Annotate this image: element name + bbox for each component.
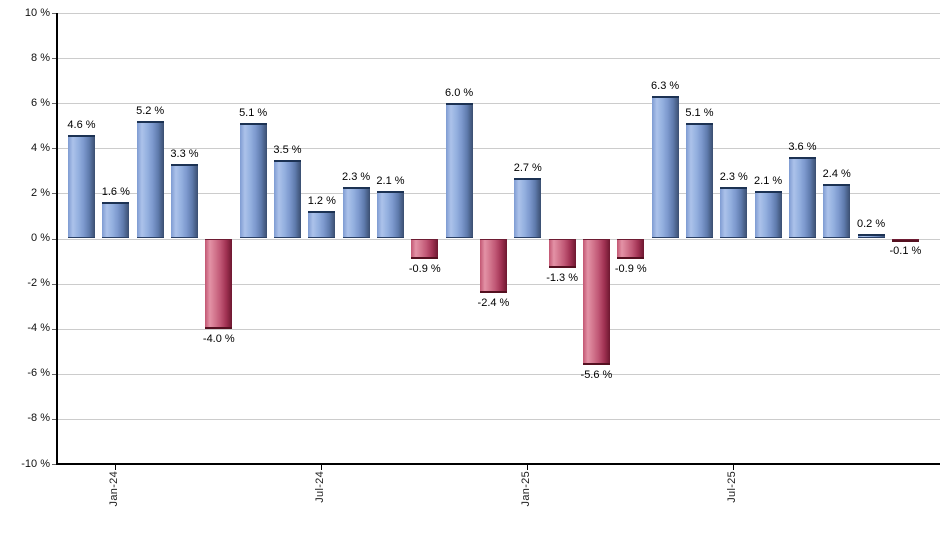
y-axis-tick — [52, 418, 56, 420]
bar — [205, 238, 233, 329]
bar — [788, 157, 816, 239]
gridline — [57, 148, 940, 150]
y-axis-label: -8 % — [27, 412, 50, 425]
x-axis-line — [56, 463, 940, 465]
bar-value-label: 2.4 % — [822, 168, 851, 181]
bar-value-label: 2.3 % — [342, 170, 371, 183]
bar — [857, 233, 885, 239]
x-axis-tick — [321, 465, 323, 470]
x-axis-label: Jan-25 — [519, 471, 532, 507]
y-axis-tick — [52, 13, 56, 14]
y-axis-tick — [52, 328, 56, 330]
bar — [170, 164, 198, 239]
y-axis-tick — [52, 238, 56, 240]
bar — [582, 238, 610, 365]
y-axis-label: 10 % — [24, 6, 50, 19]
y-axis-tick — [52, 283, 56, 285]
bar — [102, 202, 130, 239]
bar — [685, 123, 713, 239]
y-axis-label: -2 % — [27, 277, 50, 290]
y-axis-label: -6 % — [27, 367, 50, 380]
bar-value-label: -0.9 % — [614, 262, 647, 275]
gridline — [57, 58, 940, 60]
y-axis-tick — [52, 373, 56, 375]
gridline — [57, 103, 940, 105]
bar — [273, 159, 301, 239]
bar — [136, 121, 164, 239]
gridline — [57, 418, 940, 420]
bar-value-label: -4.0 % — [202, 332, 235, 345]
y-axis-tick — [52, 58, 56, 60]
x-axis-label: Jul-25 — [725, 471, 738, 503]
bar-value-label: 5.1 % — [239, 107, 268, 120]
y-axis-label: 2 % — [31, 186, 50, 199]
bar-value-label: 6.0 % — [445, 87, 474, 100]
y-axis-tick — [52, 464, 56, 465]
bar-value-label: 0.2 % — [857, 217, 886, 230]
bar — [823, 184, 851, 239]
gridline — [57, 13, 940, 14]
bar-value-label: -5.6 % — [580, 368, 613, 381]
bar — [308, 211, 336, 239]
bar — [720, 186, 748, 239]
bar-value-label: -1.3 % — [546, 271, 578, 284]
x-axis-label: Jul-24 — [313, 471, 326, 503]
x-axis-tick — [115, 465, 117, 470]
bar-value-label: 1.6 % — [101, 186, 130, 199]
bar-value-label: -0.1 % — [889, 244, 922, 257]
y-axis-label: 8 % — [31, 51, 50, 64]
y-axis-label: -10 % — [21, 457, 50, 470]
bar — [651, 96, 679, 239]
bar-value-label: 2.3 % — [719, 170, 748, 183]
x-axis-tick — [733, 465, 735, 470]
bar-value-label: 5.1 % — [685, 107, 714, 120]
bar — [239, 123, 267, 239]
y-axis-label: 0 % — [31, 232, 50, 244]
bar — [514, 177, 542, 239]
y-axis-label: 4 % — [31, 141, 50, 154]
bar-value-label: 2.7 % — [513, 161, 542, 174]
bar — [754, 191, 782, 239]
bar-value-label: 6.3 % — [651, 80, 680, 93]
bar-value-label: 2.1 % — [376, 175, 405, 188]
bar-value-label: 2.1 % — [754, 175, 783, 188]
y-axis-tick — [52, 148, 56, 150]
bar-value-label: -2.4 % — [477, 296, 510, 309]
bar-value-label: 5.2 % — [136, 105, 165, 118]
bar-value-label: 3.3 % — [170, 148, 199, 161]
bar — [376, 191, 404, 239]
bar-value-label: -0.9 % — [408, 262, 441, 275]
bar — [411, 238, 439, 259]
x-axis-label: Jan-24 — [107, 471, 120, 507]
bar-value-label: 3.6 % — [788, 141, 817, 154]
gridline — [57, 328, 940, 330]
y-axis-label: 6 % — [31, 96, 50, 109]
y-axis-tick — [52, 193, 56, 195]
gridline — [57, 373, 940, 375]
bar-value-label: 1.2 % — [307, 195, 336, 208]
bar — [342, 186, 370, 239]
y-axis-label: -4 % — [27, 322, 50, 335]
bar — [891, 238, 919, 242]
y-axis-line — [56, 13, 58, 465]
bar-value-label: 3.5 % — [273, 143, 302, 156]
bar — [68, 134, 95, 239]
bar — [617, 238, 645, 259]
x-axis-tick — [527, 465, 529, 470]
bar-value-label: 4.6 % — [67, 118, 96, 131]
bar — [445, 103, 473, 239]
y-axis-tick — [52, 103, 56, 105]
gridline — [57, 193, 940, 195]
bar — [479, 238, 507, 293]
bar — [548, 238, 576, 268]
